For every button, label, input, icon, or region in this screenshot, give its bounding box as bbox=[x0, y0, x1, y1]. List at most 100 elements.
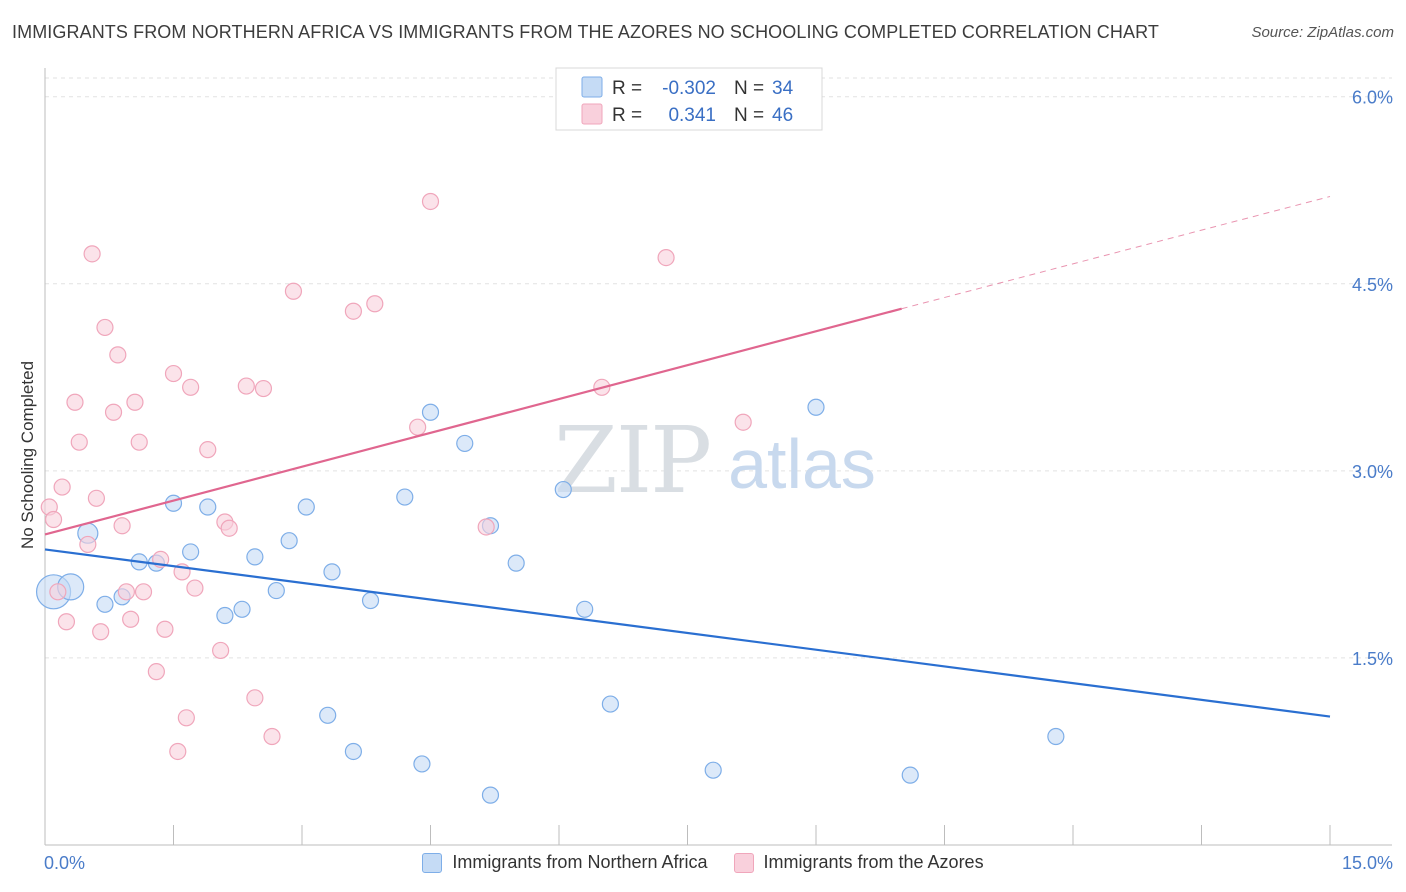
legend-r-label-2: R = bbox=[612, 105, 642, 126]
data-point-azores bbox=[366, 295, 384, 313]
bottom-legend-swatch-blue bbox=[422, 852, 443, 873]
bottom-legend: Immigrants from Northern Africa Immigran… bbox=[0, 852, 1406, 873]
data-point-azores bbox=[182, 378, 200, 396]
data-point-azores bbox=[263, 727, 281, 746]
bottom-legend-label-northern-africa: Immigrants from Northern Africa bbox=[452, 852, 708, 872]
chart-title: IMMIGRANTS FROM NORTHERN AFRICA VS IMMIG… bbox=[12, 22, 1159, 42]
data-point-azores bbox=[284, 282, 303, 300]
legend-n-value-2: 46 bbox=[772, 105, 793, 126]
data-point-northern-africa bbox=[96, 595, 114, 613]
data-point-azores bbox=[177, 709, 195, 727]
data-point-northern-africa bbox=[323, 563, 341, 581]
watermark-zip: ZIP bbox=[554, 407, 710, 514]
data-point-azores bbox=[421, 192, 440, 211]
legend-r-value-1: -0.302 bbox=[662, 78, 716, 99]
bottom-legend-label-azores: Immigrants from the Azores bbox=[763, 852, 984, 872]
data-point-azores bbox=[657, 248, 675, 267]
data-point-azores bbox=[104, 403, 123, 421]
data-point-northern-africa bbox=[421, 403, 440, 421]
data-point-azores bbox=[734, 413, 752, 431]
legend-swatch-pink bbox=[581, 103, 603, 125]
data-point-northern-africa bbox=[267, 581, 285, 600]
data-point-azores bbox=[66, 393, 84, 411]
trend-line-azores bbox=[44, 307, 902, 536]
data-point-northern-africa bbox=[481, 786, 500, 804]
source-credit: Source: ZipAtlas.com bbox=[1251, 24, 1394, 41]
data-point-azores bbox=[156, 620, 174, 638]
data-point-northern-africa bbox=[901, 766, 919, 784]
data-point-northern-africa bbox=[297, 498, 315, 516]
data-point-northern-africa bbox=[216, 606, 234, 625]
bottom-legend-swatch-pink bbox=[733, 852, 754, 873]
data-points bbox=[35, 192, 1065, 804]
data-point-northern-africa bbox=[344, 742, 362, 761]
y-axis-label: No Schooling Completed bbox=[18, 361, 37, 549]
data-point-northern-africa bbox=[182, 543, 200, 561]
axes bbox=[44, 68, 1392, 846]
data-point-azores bbox=[147, 663, 165, 681]
data-point-northern-africa bbox=[601, 695, 620, 713]
legend-n-value-1: 34 bbox=[772, 78, 794, 99]
x-tick-label: 15.0% bbox=[1342, 853, 1393, 873]
legend-n-label-1: N = bbox=[734, 78, 764, 99]
data-point-northern-africa bbox=[1047, 727, 1065, 746]
bottom-legend-item-azores: Immigrants from the Azores bbox=[733, 852, 984, 873]
y-tick-label: 4.5% bbox=[1352, 275, 1393, 295]
grid-lines bbox=[45, 77, 1392, 659]
legend-r-label-1: R = bbox=[612, 78, 642, 99]
data-point-azores bbox=[44, 510, 63, 529]
data-point-azores bbox=[477, 518, 495, 536]
y-tick-label: 3.0% bbox=[1352, 462, 1393, 482]
data-point-azores bbox=[237, 377, 255, 395]
data-point-azores bbox=[87, 489, 106, 507]
data-point-northern-africa bbox=[396, 488, 414, 506]
trend-lines bbox=[44, 195, 1331, 718]
data-point-northern-africa bbox=[807, 398, 825, 416]
data-point-northern-africa bbox=[576, 600, 594, 618]
data-point-azores bbox=[96, 318, 114, 337]
data-point-northern-africa bbox=[280, 532, 298, 550]
data-point-azores bbox=[49, 583, 67, 601]
data-point-azores bbox=[122, 610, 140, 628]
data-point-azores bbox=[186, 579, 204, 597]
data-point-azores bbox=[113, 517, 131, 535]
y-tick-label: 1.5% bbox=[1352, 649, 1393, 669]
data-point-northern-africa bbox=[361, 591, 380, 610]
data-point-azores bbox=[117, 583, 135, 601]
data-point-azores bbox=[79, 535, 97, 554]
data-point-azores bbox=[57, 613, 76, 631]
stats-legend: R = -0.302 N = 34 R = 0.341 N = 46 bbox=[555, 67, 823, 131]
watermark: ZIP atlas bbox=[554, 407, 876, 514]
watermark-atlas: atlas bbox=[728, 425, 876, 503]
data-point-azores bbox=[220, 519, 238, 537]
data-point-azores bbox=[92, 623, 110, 641]
tick-labels: 1.5% 3.0% 4.5% 6.0% 0.0% 15.0% bbox=[44, 88, 1393, 873]
data-point-azores bbox=[126, 393, 144, 411]
data-point-azores bbox=[53, 478, 71, 496]
data-point-azores bbox=[134, 583, 153, 601]
data-point-azores bbox=[130, 433, 148, 451]
legend-r-value-2: 0.341 bbox=[668, 105, 716, 126]
data-point-northern-africa bbox=[233, 600, 251, 618]
data-point-northern-africa bbox=[164, 494, 183, 512]
data-point-azores bbox=[109, 346, 127, 364]
data-point-northern-africa bbox=[704, 761, 722, 779]
data-point-azores bbox=[164, 364, 183, 383]
legend-n-label-2: N = bbox=[734, 105, 764, 126]
bottom-legend-item-northern-africa: Immigrants from Northern Africa bbox=[422, 852, 708, 873]
trend-line-azores-extension bbox=[901, 195, 1331, 310]
legend-swatch-blue bbox=[581, 76, 603, 98]
data-point-azores bbox=[199, 441, 217, 459]
data-point-azores bbox=[169, 742, 187, 761]
data-point-northern-africa bbox=[554, 480, 572, 499]
data-point-azores bbox=[254, 379, 273, 398]
data-point-northern-africa bbox=[319, 706, 337, 724]
data-point-azores bbox=[409, 418, 427, 436]
data-point-northern-africa bbox=[507, 554, 525, 572]
data-point-northern-africa bbox=[199, 498, 217, 516]
data-point-azores bbox=[246, 689, 264, 707]
trend-line-northern-africa bbox=[44, 548, 1331, 718]
x-tick-label: 0.0% bbox=[44, 853, 85, 873]
data-point-azores bbox=[212, 641, 230, 660]
